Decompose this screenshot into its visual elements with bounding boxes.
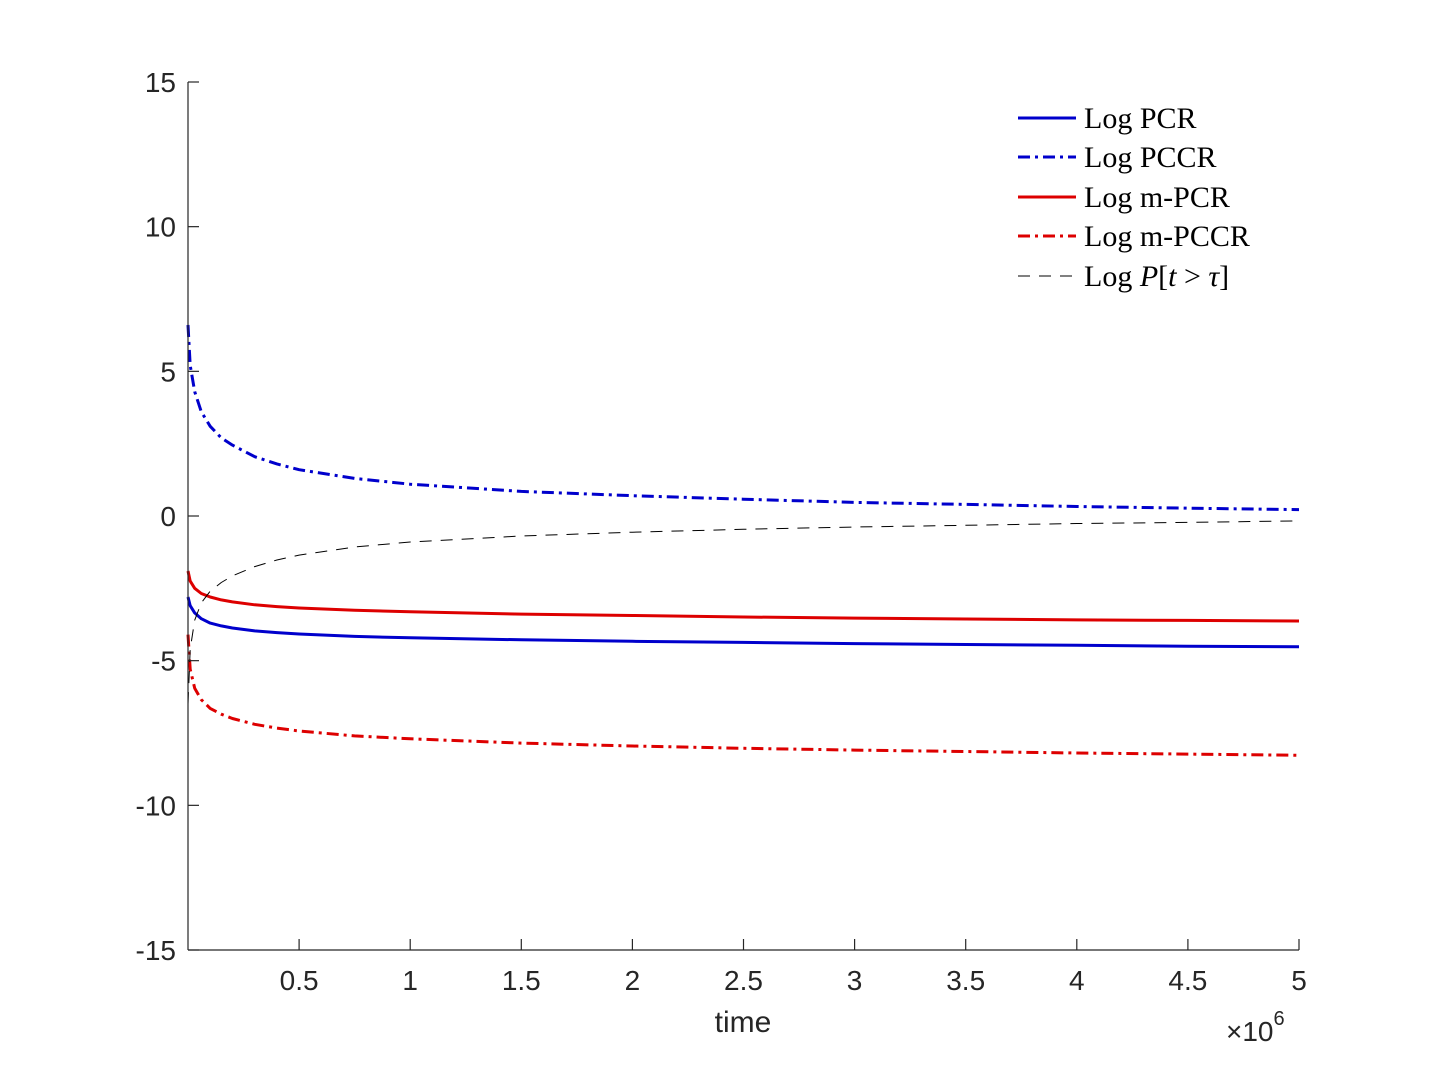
legend-label-gt: > <box>1177 260 1209 293</box>
y-tick-label: -10 <box>136 790 176 821</box>
x-tick-label: 4.5 <box>1168 965 1207 996</box>
x-axis-exponent-power: 6 <box>1274 1008 1285 1030</box>
x-tick-label: 3 <box>847 965 863 996</box>
x-tick-label: 4 <box>1069 965 1085 996</box>
legend-label-prefix: Log <box>1084 260 1140 293</box>
legend-label-log-p-t-tau: Log P[t > τ] <box>1084 260 1229 293</box>
x-tick-label: 2.5 <box>724 965 763 996</box>
legend-label-open-bracket: [ <box>1158 260 1168 293</box>
y-tick-label: -5 <box>151 646 176 677</box>
x-tick-label: 2 <box>625 965 641 996</box>
y-tick-label: 15 <box>145 67 176 98</box>
legend-label-log-m-pccr: Log m-PCCR <box>1084 220 1250 253</box>
x-tick-label: 0.5 <box>280 965 319 996</box>
legend-label-log-pccr: Log PCCR <box>1084 141 1217 174</box>
legend-label-t: t <box>1168 260 1177 293</box>
y-tick-label: -15 <box>136 935 176 966</box>
ticks: 0.5 1 1.5 2 2.5 3 3.5 4 4.5 5 15 10 5 0 -5 -10 -15 <box>136 67 1307 996</box>
x-tick-label: 1 <box>402 965 418 996</box>
y-tick-label: 5 <box>160 356 176 387</box>
legend-label-log-m-pcr: Log m-PCR <box>1084 181 1230 214</box>
x-axis-exponent: ×106 <box>1226 1008 1285 1047</box>
series-line-log-m-pccr <box>186 634 1300 757</box>
x-axis-title: time <box>715 1006 772 1039</box>
x-tick-label: 3.5 <box>946 965 985 996</box>
legend-label-tau: τ <box>1208 260 1220 293</box>
series-line-log-pccr <box>186 324 1300 512</box>
legend-label-log-pcr: Log PCR <box>1084 102 1197 135</box>
legend: Log PCR Log PCCR Log m-PCR Log m-PCCR Lo… <box>1018 102 1250 293</box>
x-axis-exponent-base: ×10 <box>1226 1016 1274 1047</box>
series-line-log-m-pcr <box>186 570 1300 623</box>
x-tick-label: 1.5 <box>502 965 541 996</box>
series-line-log-p-t <box>187 520 1300 705</box>
series-layer <box>186 324 1300 757</box>
y-tick-label: 10 <box>145 212 176 243</box>
x-tick-label: 5 <box>1291 965 1307 996</box>
legend-label-p: P <box>1139 260 1158 293</box>
y-tick-label: 0 <box>160 501 176 532</box>
series-line-log-pcr <box>186 596 1300 649</box>
legend-label-close-bracket: ] <box>1219 260 1229 293</box>
